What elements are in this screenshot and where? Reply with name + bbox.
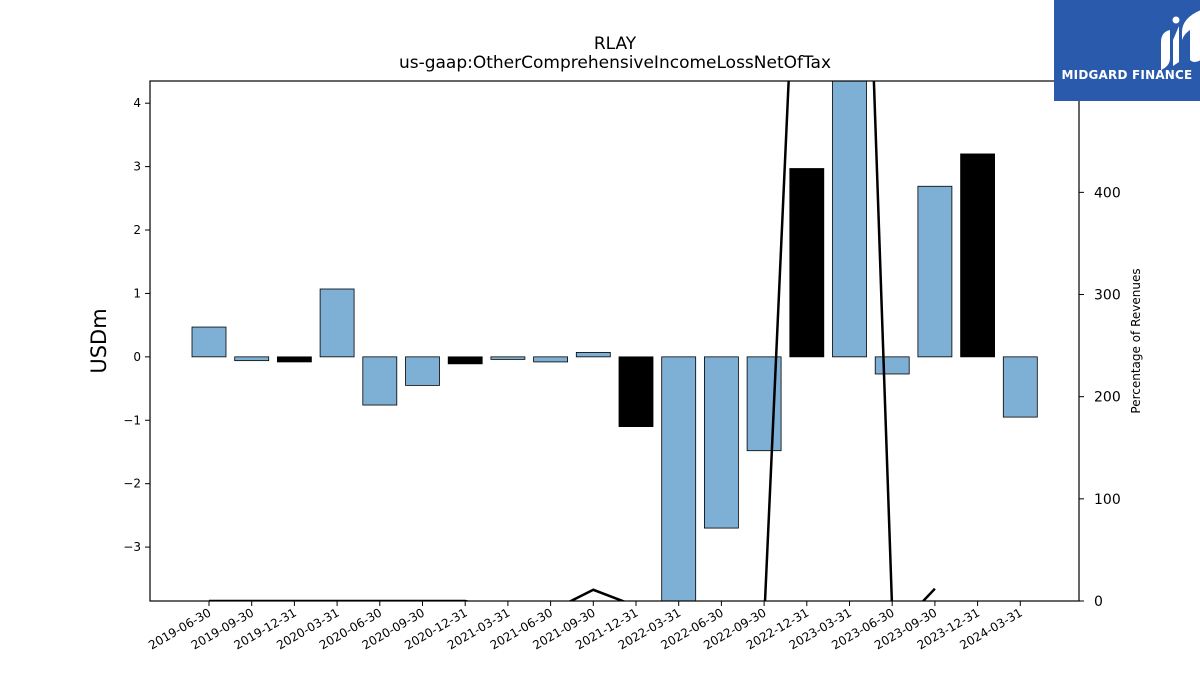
midgard-finance-logo: MIDGARD FINANCE — [1054, 0, 1200, 101]
bar-2021-09-30 — [575, 352, 611, 358]
bar-2020-09-30 — [405, 356, 440, 386]
plot-frame — [149, 80, 1080, 602]
y2-tick-label: 0 — [1094, 594, 1103, 610]
percentage-of-revenues-line — [209, 81, 936, 601]
y-tick-label: −1 — [123, 413, 141, 427]
chart-title: RLAY — [594, 34, 637, 54]
bar-2021-03-31 — [490, 356, 526, 360]
y-axis-label: USDm — [87, 308, 111, 373]
bar-2022-06-30 — [704, 356, 739, 529]
y-tick-label: −2 — [123, 477, 141, 491]
bar-2023-09-30 — [917, 185, 953, 358]
chart-subtitle: us-gaap:OtherComprehensiveIncomeLossNetO… — [399, 53, 831, 73]
bar-2022-03-31 — [661, 356, 697, 601]
y-tick-label: 1 — [133, 286, 141, 300]
bar-2023-06-30 — [874, 356, 910, 375]
y2-tick-label: 100 — [1094, 492, 1121, 508]
bar-2022-12-31 — [789, 168, 825, 358]
bar-2020-03-31 — [319, 288, 355, 358]
bar-2023-12-31 — [960, 153, 995, 358]
bar-2019-09-30 — [234, 356, 270, 362]
y2-tick-label: 400 — [1094, 185, 1121, 201]
logo-mark-icon — [1161, 10, 1200, 70]
y-tick-label: 3 — [133, 160, 141, 174]
bar-2019-06-30 — [191, 326, 227, 358]
bar-2021-06-30 — [533, 356, 568, 363]
bar-2020-12-31 — [447, 356, 483, 365]
y2-tick-label: 300 — [1094, 288, 1121, 304]
y-tick-label: 4 — [133, 96, 141, 110]
bar-2019-12-31 — [276, 356, 312, 363]
bar-2024-03-31 — [1002, 356, 1038, 418]
y-tick-label: −3 — [123, 540, 141, 554]
bar-2020-06-30 — [362, 356, 398, 406]
bar-2023-03-31 — [832, 81, 867, 358]
logo-text: MIDGARD FINANCE — [1061, 68, 1193, 82]
y-tick-label: 0 — [133, 350, 141, 364]
y2-tick-label: 200 — [1094, 390, 1121, 406]
bar-2021-12-31 — [618, 356, 654, 428]
y2-axis-label: Percentage of Revenues — [1129, 268, 1143, 413]
y-tick-label: 2 — [133, 223, 141, 237]
